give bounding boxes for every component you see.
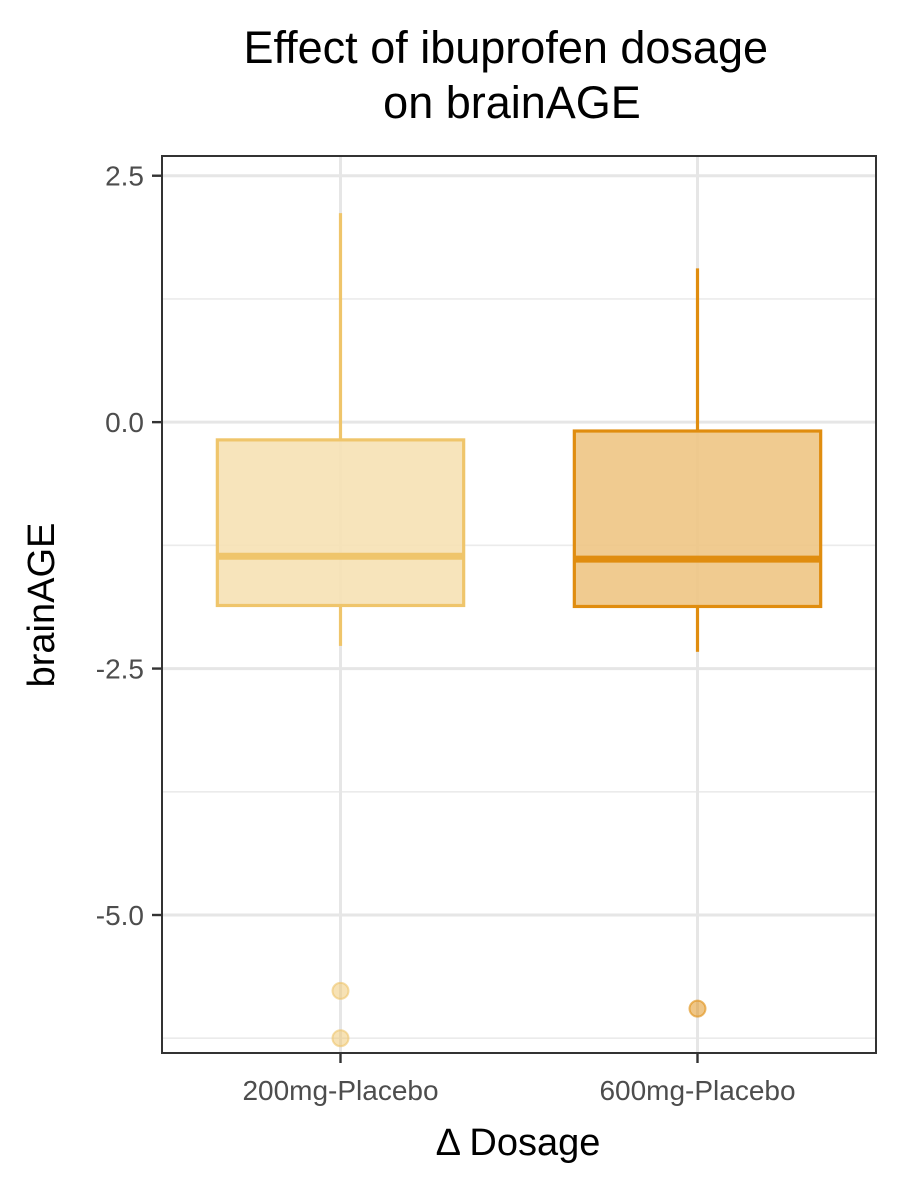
- chart-title: Effect of ibuprofen dosage on brainAGE: [243, 22, 780, 128]
- box-iqr: [572, 429, 823, 609]
- box-plots: [215, 213, 823, 1048]
- y-tick-label: -2.5: [96, 654, 144, 685]
- outlier-point: [331, 981, 350, 1000]
- chart-title-line-1: Effect of ibuprofen dosage: [243, 22, 768, 73]
- panel-border: [161, 155, 877, 1054]
- y-axis-title: brainAGE: [21, 523, 63, 688]
- outlier-point: [688, 999, 707, 1018]
- x-tick-label: 600mg-Placebo: [599, 1075, 795, 1106]
- y-tick-label: -5.0: [96, 900, 144, 931]
- x-tick-label: 200mg-Placebo: [242, 1075, 438, 1106]
- y-tick-label: 0.0: [105, 407, 144, 438]
- axis-ticks: 2.5 0.0 -2.5 -5.0 200mg-Placebo 600mg-Placebo: [96, 161, 796, 1106]
- outlier-point: [331, 1029, 350, 1048]
- box-group-600mg-Placebo: [572, 268, 823, 1018]
- chart-title-line-2: on brainAGE: [383, 77, 641, 128]
- box-group-200mg-Placebo: [215, 213, 466, 1048]
- box-iqr: [215, 438, 466, 608]
- x-axis-title: Δ Dosage: [436, 1122, 601, 1164]
- y-tick-label: 2.5: [105, 161, 144, 192]
